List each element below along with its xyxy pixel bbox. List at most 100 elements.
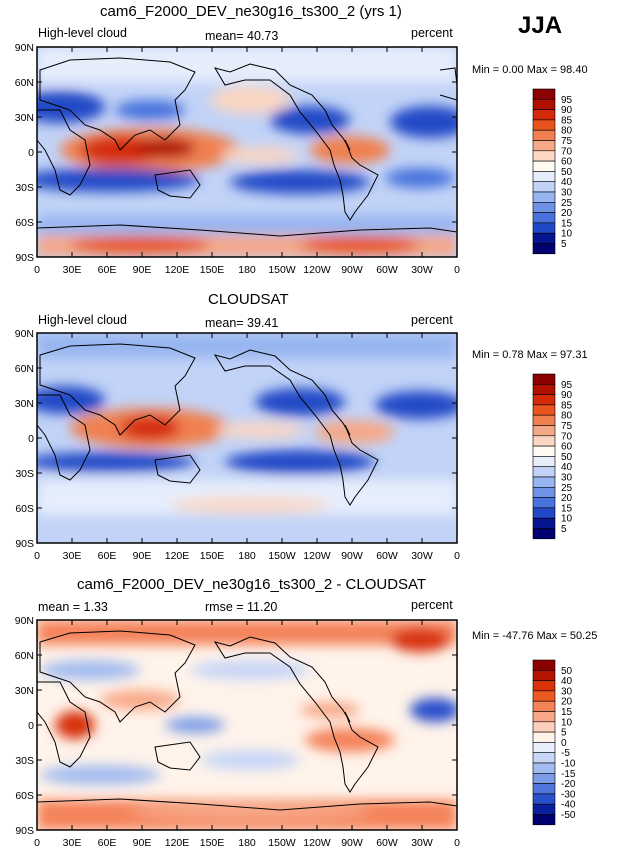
lat-tick-label: 0: [28, 433, 34, 445]
colorbar-box: [532, 414, 556, 426]
panel1-map: [37, 47, 457, 257]
colorbars: 9590858075706050403025201510595908580757…: [532, 88, 576, 826]
colorbar-level-label: -50: [561, 810, 576, 821]
lon-tick-label: 120E: [165, 550, 190, 562]
panel2-title: CLOUDSAT: [208, 291, 289, 308]
colorbar-box: [532, 140, 556, 152]
colorbar-box: [532, 528, 556, 540]
lat-tick-label: 30N: [15, 685, 34, 697]
lon-tick-label: 120W: [303, 264, 331, 276]
colorbar-level-label: -40: [561, 800, 576, 811]
colorbar-level-label: 15: [561, 218, 573, 229]
panel3-units-label: percent: [411, 598, 453, 612]
colorbar-box: [532, 814, 556, 826]
lon-tick-label: 30E: [63, 837, 82, 849]
colorbar-box: [532, 783, 556, 795]
colorbar-box: [532, 243, 556, 255]
colorbar-level-label: 10: [561, 229, 573, 240]
panel2-map: [37, 333, 457, 543]
lon-tick-label: 30W: [411, 837, 433, 849]
colorbar-level-label: 20: [561, 208, 573, 219]
colorbar-box: [532, 394, 556, 406]
lon-tick-label: 120E: [165, 264, 190, 276]
colorbar-box: [532, 171, 556, 182]
panel3-title: cam6_F2000_DEV_ne30g16_ts300_2 - CLOUDSA…: [77, 576, 427, 593]
lat-tick-label: 60N: [15, 650, 34, 662]
colorbar-box: [532, 404, 556, 416]
colorbar-level-label: -20: [561, 779, 576, 790]
panel2-units-label: percent: [411, 313, 453, 327]
lon-tick-label: 150W: [268, 264, 296, 276]
colorbar-level-label: 70: [561, 146, 573, 157]
lon-tick-label: 60W: [376, 550, 398, 562]
colorbar-box: [532, 497, 556, 509]
lon-tick-label: 60W: [376, 264, 398, 276]
colorbar-level-label: 30: [561, 188, 573, 199]
colorbar-level-label: 20: [561, 493, 573, 504]
lon-tick-label: 180: [238, 264, 256, 276]
colorbar-level-label: 95: [561, 95, 573, 106]
colorbar-level-label: 90: [561, 105, 573, 116]
colorbar-level-label: 85: [561, 400, 573, 411]
lon-tick-label: 90E: [133, 550, 152, 562]
lat-tick-label: 60S: [15, 790, 34, 802]
lon-tick-label: 120W: [303, 550, 331, 562]
lon-tick-label: 150W: [268, 837, 296, 849]
lon-tick-label: 150E: [200, 264, 225, 276]
colorbar-box: [532, 129, 556, 141]
colorbar-box: [532, 466, 556, 478]
colorbar-box: [532, 517, 556, 529]
colorbar-level-label: 95: [561, 380, 573, 391]
lon-tick-label: 180: [238, 550, 256, 562]
colorbar-level-label: -5: [561, 748, 570, 759]
colorbar-level-label: 30: [561, 686, 573, 697]
colorbar-box: [532, 700, 556, 712]
panel1-units-label: percent: [411, 26, 453, 40]
lon-tick-label: 0: [454, 264, 460, 276]
colorbar-box: [532, 711, 556, 723]
panel3-minmax: Min = -47.76 Max = 50.25: [472, 630, 598, 642]
colorbar-level-label: 25: [561, 483, 573, 494]
lat-tick-label: 30N: [15, 112, 34, 124]
colorbar-box: [532, 456, 556, 467]
colorbar-box: [532, 721, 556, 733]
colorbar-level-label: 80: [561, 411, 573, 422]
lon-tick-label: 30E: [63, 550, 82, 562]
colorbar-box: [532, 181, 556, 193]
lat-tick-label: 90S: [15, 538, 34, 550]
colorbar-box: [532, 793, 556, 805]
colorbar-box: [532, 202, 556, 213]
colorbar-level-label: 50: [561, 167, 573, 178]
lon-tick-label: 0: [34, 837, 40, 849]
colorbar-level-label: 75: [561, 421, 573, 432]
lon-tick-label: 150E: [200, 550, 225, 562]
lat-tick-label: 90S: [15, 825, 34, 837]
colorbar-box: [532, 476, 556, 488]
colorbar-box: [532, 150, 556, 162]
lat-tick-label: 60S: [15, 217, 34, 229]
lat-tick-label: 60N: [15, 77, 34, 89]
lat-tick-label: 90N: [15, 328, 34, 340]
colorbar-box: [532, 680, 556, 692]
colorbar-level-label: 85: [561, 115, 573, 126]
colorbar-box: [532, 669, 556, 681]
colorbar-box: [532, 373, 556, 385]
colorbar-box: [532, 435, 556, 447]
panel1-variable-label: High-level cloud: [38, 26, 127, 40]
lon-tick-label: 30W: [411, 550, 433, 562]
lon-tick-label: 90W: [341, 837, 363, 849]
colorbar-box: [532, 222, 556, 234]
colorbar-level-label: 50: [561, 666, 573, 677]
colorbar-box: [532, 445, 556, 457]
colorbar-level-label: 30: [561, 473, 573, 484]
panel1-mean-label: mean= 40.73: [205, 29, 279, 43]
colorbar-level-label: 15: [561, 707, 573, 718]
lon-tick-label: 180: [238, 837, 256, 849]
panel2-mean-label: mean= 39.41: [205, 316, 279, 330]
lon-tick-label: 60E: [98, 264, 117, 276]
colorbar-level-label: -10: [561, 759, 576, 770]
lon-tick-label: 60E: [98, 550, 117, 562]
lat-tick-label: 90S: [15, 252, 34, 264]
colorbar-level-label: 15: [561, 503, 573, 514]
